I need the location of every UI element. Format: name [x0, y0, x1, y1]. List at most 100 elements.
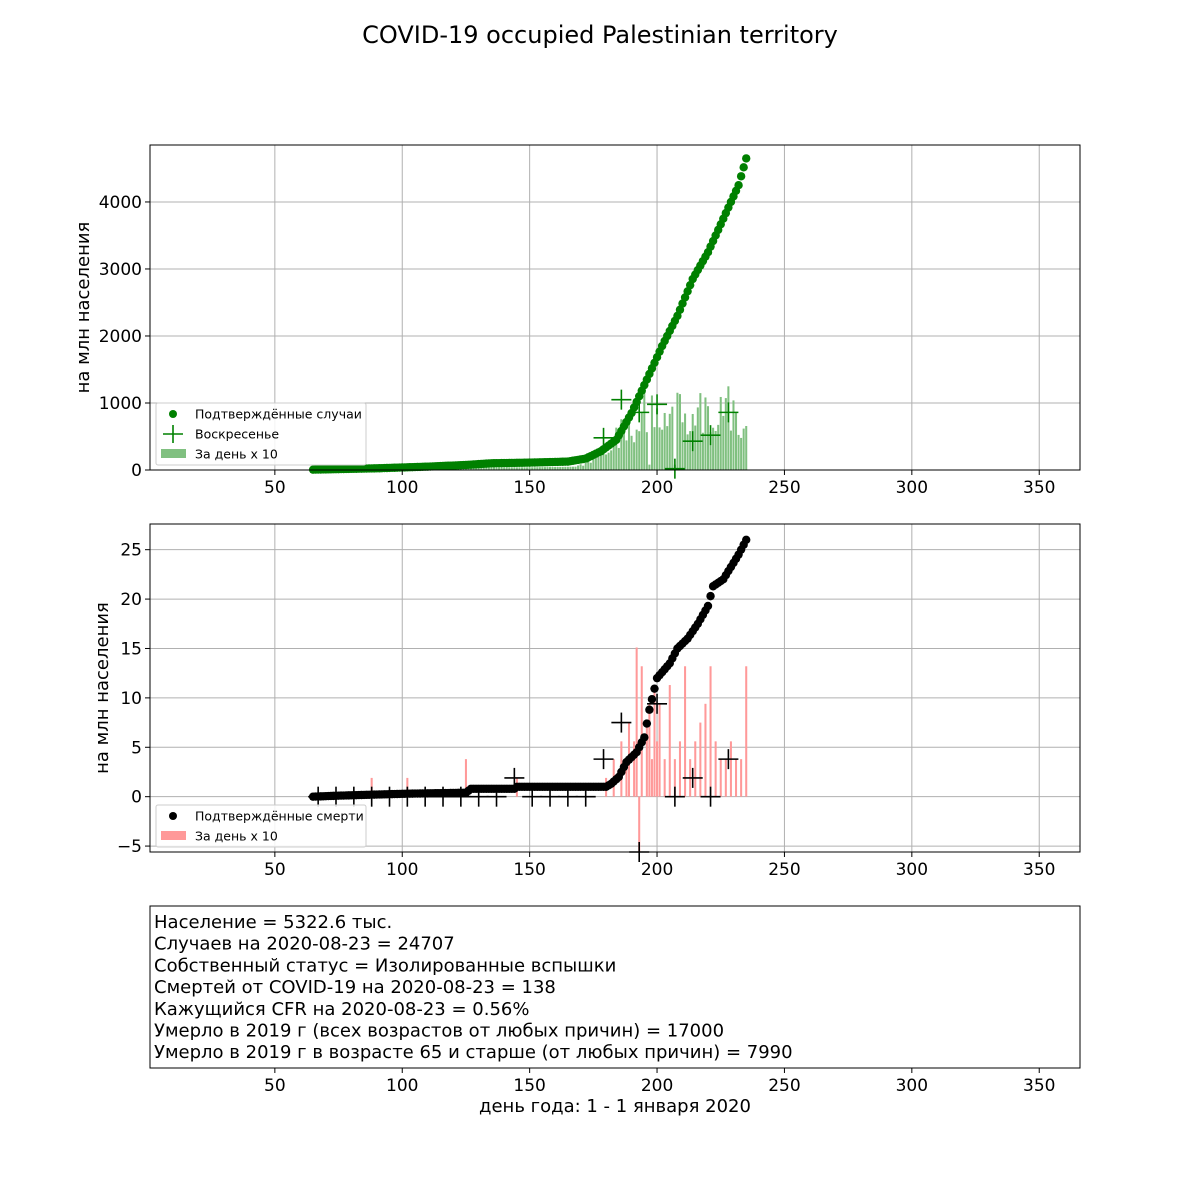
x-tick-label: 350 — [1023, 1076, 1055, 1096]
daily-bar — [668, 685, 671, 797]
info-line: Умерло в 2019 г в возрасте 65 и старше (… — [154, 1042, 793, 1063]
daily-bar — [505, 467, 508, 470]
daily-bar — [482, 467, 485, 470]
daily-bar — [663, 759, 666, 797]
legend-label: Воскресенье — [195, 427, 279, 442]
daily-bar — [640, 666, 643, 797]
y-tick-label: 1000 — [99, 394, 142, 414]
legend-entry: За день x 10 — [161, 829, 278, 844]
y-axis-label: на млн населения — [92, 602, 113, 774]
x-tick-label: 250 — [768, 1076, 800, 1096]
legend-entry: Подтверждённые смерти — [169, 809, 364, 824]
deaths-panel: 50 100 150 200 250 300 350 −5 0 5 10 15 20 25 на млн н… — [92, 523, 1081, 880]
daily-bar — [678, 394, 681, 470]
daily-bar — [704, 703, 707, 797]
sunday-marker — [700, 425, 721, 446]
x-tick-label: 150 — [513, 478, 545, 498]
y-tick-label: 0 — [131, 461, 142, 481]
y-tick-label: 5 — [131, 738, 142, 758]
x-tick-label: 300 — [896, 1076, 928, 1096]
daily-bar — [477, 467, 480, 470]
y-tick-label: 15 — [120, 639, 142, 659]
sunday-marker — [718, 749, 739, 770]
cases-panel: 50 100 150 200 250 300 350 0 1000 2000 3000 4000на … — [73, 144, 1081, 498]
daily-bar — [551, 466, 554, 470]
daily-bar — [701, 432, 704, 470]
daily-bar — [587, 458, 590, 470]
cumulative-point — [647, 694, 657, 704]
daily-bar — [684, 666, 687, 797]
daily-bar — [694, 741, 697, 797]
legend-entry: Подтверждённые случаи — [169, 407, 362, 422]
legend-label: За день x 10 — [195, 829, 278, 844]
sunday-marker — [611, 712, 632, 733]
daily-bar — [638, 431, 641, 470]
x-tick-label: 200 — [641, 1076, 673, 1096]
daily-bar — [602, 452, 605, 470]
daily-bar — [666, 426, 669, 470]
daily-bar — [559, 466, 562, 470]
daily-bar — [520, 467, 524, 470]
x-tick-label: 300 — [896, 860, 928, 880]
legend-point-icon — [169, 812, 177, 820]
x-tick-label: 350 — [1023, 860, 1055, 880]
cumulative-point — [650, 684, 659, 693]
daily-bar — [714, 430, 717, 470]
daily-bar — [577, 465, 580, 470]
daily-bar — [485, 467, 488, 470]
daily-bar — [538, 467, 541, 470]
daily-bar — [599, 446, 603, 470]
x-tick-label: 150 — [513, 1076, 545, 1096]
daily-bar — [630, 435, 633, 470]
daily-bar — [620, 419, 623, 470]
info-line: Кажущийся CFR на 2020-08-23 = 0.56% — [154, 999, 529, 1020]
cumulative-point — [736, 172, 746, 181]
daily-bar — [627, 422, 631, 470]
daily-bar — [635, 429, 638, 470]
daily-bar — [533, 467, 536, 470]
daily-bar — [663, 412, 666, 470]
daily-bar — [487, 467, 490, 470]
daily-bar — [686, 434, 689, 470]
legend-box — [155, 402, 367, 466]
daily-bar — [689, 431, 692, 470]
daily-bar — [526, 467, 529, 470]
daily-bar — [658, 703, 661, 797]
daily-bar — [699, 722, 702, 797]
cumulative-point — [734, 181, 743, 190]
daily-bar — [592, 451, 595, 470]
daily-bar — [722, 415, 725, 470]
legend-entry: Воскресенье — [163, 425, 279, 443]
daily-bar — [650, 395, 653, 470]
sunday-marker — [557, 786, 578, 807]
sunday-marker — [450, 786, 471, 807]
sunday-marker — [486, 786, 507, 807]
daily-bar — [706, 406, 710, 470]
daily-bar — [645, 432, 648, 470]
daily-bar — [571, 466, 574, 470]
daily-bar — [498, 467, 501, 470]
daily-bar — [668, 413, 671, 470]
sunday-marker — [664, 458, 685, 479]
daily-bar — [464, 759, 467, 797]
daily-bar — [676, 392, 679, 470]
daily-bar — [729, 741, 732, 797]
x-tick-label: 200 — [641, 860, 673, 880]
daily-bar — [709, 432, 712, 470]
info-line: Население = 5322.6 тыс. — [154, 912, 392, 933]
daily-bar — [745, 425, 748, 470]
daily-bar — [554, 466, 557, 470]
daily-bar — [694, 425, 697, 470]
y-axis-label: на млн населения — [73, 222, 94, 394]
sunday-marker — [682, 767, 703, 788]
daily-bar — [615, 427, 618, 470]
daily-bar — [625, 440, 628, 470]
daily-bar — [531, 467, 534, 470]
daily-bar — [678, 741, 681, 797]
daily-bar — [656, 408, 659, 470]
x-tick-label: 300 — [896, 478, 928, 498]
daily-bar — [633, 741, 636, 797]
daily-bar — [635, 647, 638, 797]
x-tick-label: 350 — [1023, 478, 1055, 498]
daily-bar — [735, 759, 738, 797]
